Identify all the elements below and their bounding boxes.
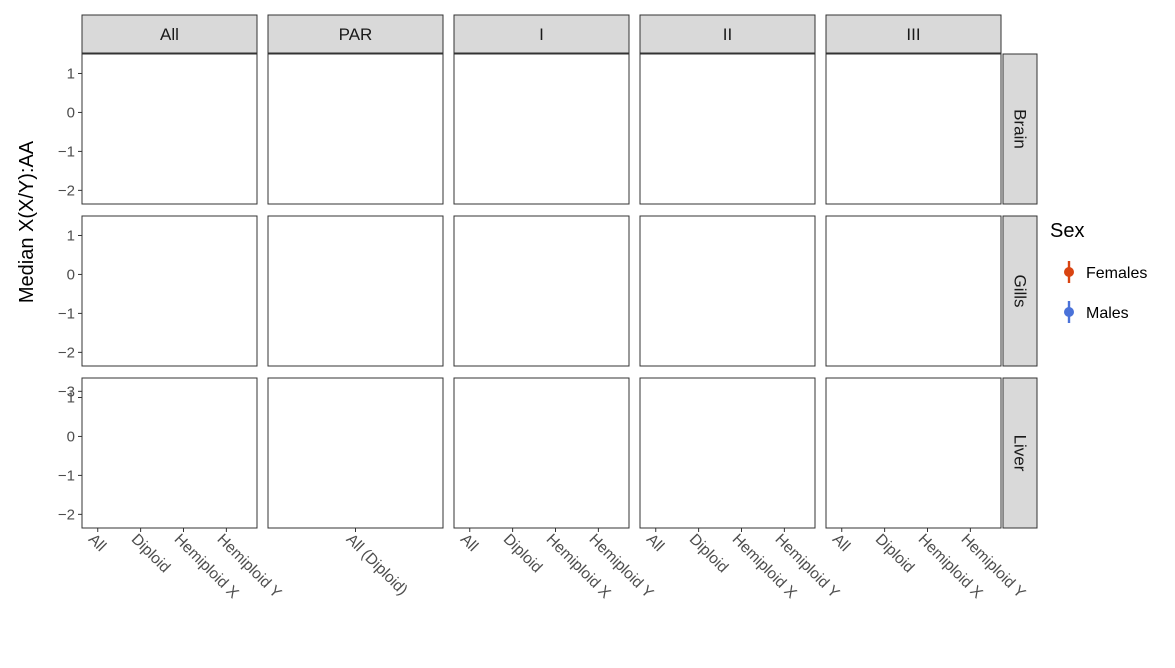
y-tick-label: −1 <box>58 305 75 322</box>
legend-key-point <box>1064 267 1074 277</box>
panel-border <box>825 215 1002 367</box>
x-tick-label-diploid: Diploid <box>872 531 918 577</box>
panel-border <box>453 377 630 529</box>
panel-border <box>639 53 816 205</box>
panel-border <box>267 215 444 367</box>
y-tick-label: 0 <box>67 104 75 121</box>
panel-border <box>267 377 444 529</box>
column-strip-all <box>81 14 258 54</box>
column-strip-label-ii: II <box>723 25 732 44</box>
column-strip-ii <box>639 14 816 54</box>
row-strip-liver <box>1002 377 1038 529</box>
y-tick-label: −2 <box>58 182 75 199</box>
panel-border <box>639 215 816 367</box>
column-strip-label-iii: III <box>906 25 920 44</box>
panels-layer: All PAR I II IIIBrainGillsLiver10−1−210−1−2−… <box>58 14 1038 602</box>
row-strip-label-liver: Liver <box>1011 435 1030 472</box>
x-tick-label-all: All <box>457 531 481 555</box>
row-strip-label-brain: Brain <box>1011 109 1030 149</box>
column-strip-iii <box>825 14 1002 54</box>
panel-brain-ii <box>639 53 816 205</box>
column-strip-i <box>453 14 630 54</box>
y-tick-label: −3 <box>58 383 75 400</box>
row-strip-brain <box>1002 53 1038 205</box>
panel-gills-iii <box>825 215 1002 367</box>
legend-label: Males <box>1086 305 1129 322</box>
x-tick-label-all: All <box>85 531 109 555</box>
panel-border <box>81 53 258 205</box>
panel-brain-iii <box>825 53 1002 205</box>
panel-brain-i <box>453 53 630 205</box>
x-tick-label-diploid: Diploid <box>128 531 174 577</box>
panel-border <box>825 377 1002 529</box>
y-tick-label: −2 <box>58 344 75 361</box>
panel-border <box>81 215 258 367</box>
panel-liver-i <box>453 377 630 529</box>
legend-label: Females <box>1086 265 1147 282</box>
y-tick-label: 1 <box>67 227 75 244</box>
y-tick-label: 1 <box>67 389 75 406</box>
panel-border <box>825 53 1002 205</box>
row-strip-label-gills: Gills <box>1011 274 1030 307</box>
panel-brain-all <box>81 53 258 205</box>
panel-gills-i <box>453 215 630 367</box>
panel-gills-ii <box>639 215 816 367</box>
legend-entry-females: Females <box>1064 261 1147 283</box>
panel-gills-all <box>81 215 258 367</box>
legend-entry-males: Males <box>1064 301 1129 323</box>
panel-border <box>81 377 258 529</box>
x-tick-label-all: All <box>829 531 853 555</box>
y-axis-title: Median X(X/Y):AA <box>16 140 38 303</box>
x-tick-label-all-diploid: All (Diploid) <box>343 531 411 599</box>
column-strip-par <box>267 14 444 54</box>
legend: Sex Females Males <box>1050 220 1147 323</box>
panel-border <box>267 53 444 205</box>
panel-gills-par <box>267 215 444 367</box>
column-strip-label-all: All <box>160 25 179 44</box>
panel-border <box>453 53 630 205</box>
x-tick-label-diploid: Diploid <box>686 531 732 577</box>
row-strip-gills <box>1002 215 1038 367</box>
panel-liver-par <box>267 377 444 529</box>
y-tick-label: −1 <box>58 143 75 160</box>
legend-title: Sex <box>1050 220 1084 242</box>
panel-liver-iii <box>825 377 1002 529</box>
y-tick-label: −2 <box>58 506 75 523</box>
x-tick-label-all: All <box>643 531 667 555</box>
column-strip-label-i: I <box>539 25 544 44</box>
panel-border <box>639 377 816 529</box>
y-tick-label: 1 <box>67 65 75 82</box>
y-tick-label: 0 <box>67 428 75 445</box>
y-tick-label: 0 <box>67 266 75 283</box>
y-tick-label: −1 <box>58 467 75 484</box>
legend-key-point <box>1064 307 1074 317</box>
legend-entries: Females Males <box>1064 261 1147 323</box>
panel-border <box>453 215 630 367</box>
panel-liver-all <box>81 377 258 529</box>
panel-brain-par <box>267 53 444 205</box>
column-strip-label-par: PAR <box>339 25 373 44</box>
x-tick-label-diploid: Diploid <box>500 531 546 577</box>
panel-liver-ii <box>639 377 816 529</box>
